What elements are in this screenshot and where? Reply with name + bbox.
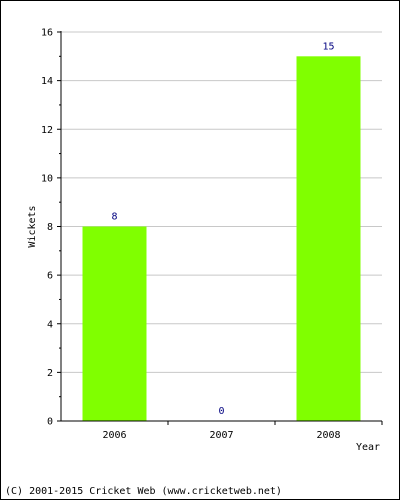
y-tick-label: 14 bbox=[41, 76, 53, 87]
data-label: 0 bbox=[218, 406, 224, 417]
copyright-notice: (C) 2001-2015 Cricket Web (www.cricketwe… bbox=[5, 486, 282, 497]
x-tick-label: 2007 bbox=[209, 430, 233, 441]
y-tick-label: 12 bbox=[41, 125, 53, 136]
x-axis-title: Year bbox=[356, 442, 380, 453]
bars bbox=[82, 56, 361, 421]
wickets-bar-chart: 0 2 4 6 8 10 12 14 16 8 2006 0 2007 15 2008 Wickets Ye… bbox=[27, 28, 383, 453]
bar bbox=[82, 226, 147, 421]
x-tick-label: 2006 bbox=[102, 430, 126, 441]
data-label: 8 bbox=[111, 212, 117, 223]
y-tick-label: 0 bbox=[47, 417, 53, 428]
labels: 0 2 4 6 8 10 12 14 16 8 2006 0 2007 15 2008 bbox=[41, 28, 341, 442]
y-tick-label: 16 bbox=[41, 28, 53, 39]
axes bbox=[57, 31, 383, 425]
bar bbox=[296, 56, 361, 421]
y-tick-label: 6 bbox=[47, 271, 53, 282]
y-tick-label: 10 bbox=[41, 173, 53, 184]
x-tick-label: 2008 bbox=[316, 430, 340, 441]
data-label: 15 bbox=[322, 41, 334, 52]
y-tick-label: 8 bbox=[47, 222, 53, 233]
y-tick-label: 4 bbox=[47, 319, 53, 330]
y-tick-label: 2 bbox=[47, 368, 53, 379]
y-axis-title: Wickets bbox=[27, 205, 38, 247]
